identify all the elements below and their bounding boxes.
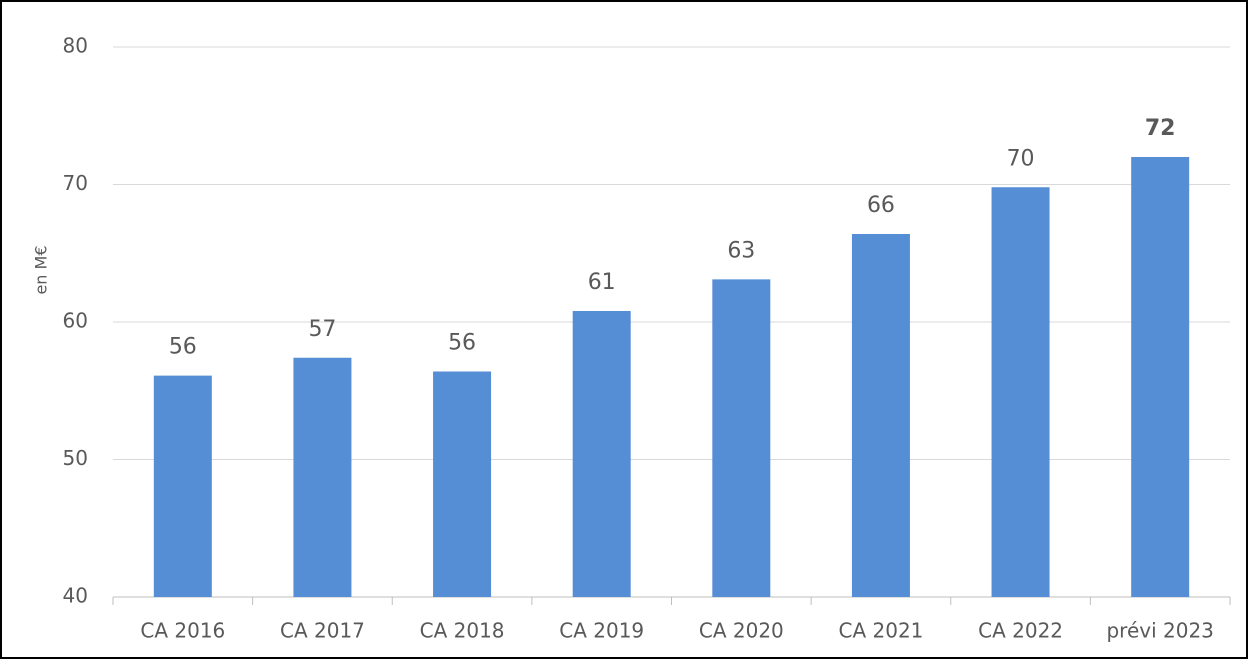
bar (433, 371, 492, 597)
x-tick-label: prévi 2023 (1106, 619, 1213, 643)
x-tick-label: CA 2018 (420, 619, 505, 643)
y-tick-label: 60 (63, 309, 88, 333)
data-label: 72 (1145, 116, 1176, 141)
bar (153, 375, 212, 597)
x-tick-label: CA 2020 (699, 619, 784, 643)
y-axis-label: en M€ (32, 245, 51, 294)
bar (1131, 157, 1190, 597)
y-tick-label: 50 (63, 446, 88, 470)
data-label: 56 (169, 335, 197, 360)
data-label: 57 (308, 317, 336, 342)
y-tick-label: 40 (63, 584, 88, 608)
data-label: 63 (727, 238, 755, 263)
y-tick-label: 70 (63, 171, 88, 195)
x-tick-label: CA 2017 (280, 619, 365, 643)
x-tick-label: CA 2022 (978, 619, 1063, 643)
bar (712, 279, 771, 597)
bar (851, 234, 910, 597)
data-label: 56 (448, 331, 476, 356)
bar (293, 357, 352, 597)
data-label: 66 (867, 193, 895, 218)
x-tick-label: CA 2021 (838, 619, 923, 643)
x-tick-label: CA 2019 (559, 619, 644, 643)
data-label: 61 (588, 270, 616, 295)
x-tick-label: CA 2016 (140, 619, 225, 643)
y-tick-label: 80 (63, 34, 88, 58)
bar (991, 187, 1050, 597)
bar (572, 311, 631, 597)
data-label: 70 (1007, 146, 1035, 171)
